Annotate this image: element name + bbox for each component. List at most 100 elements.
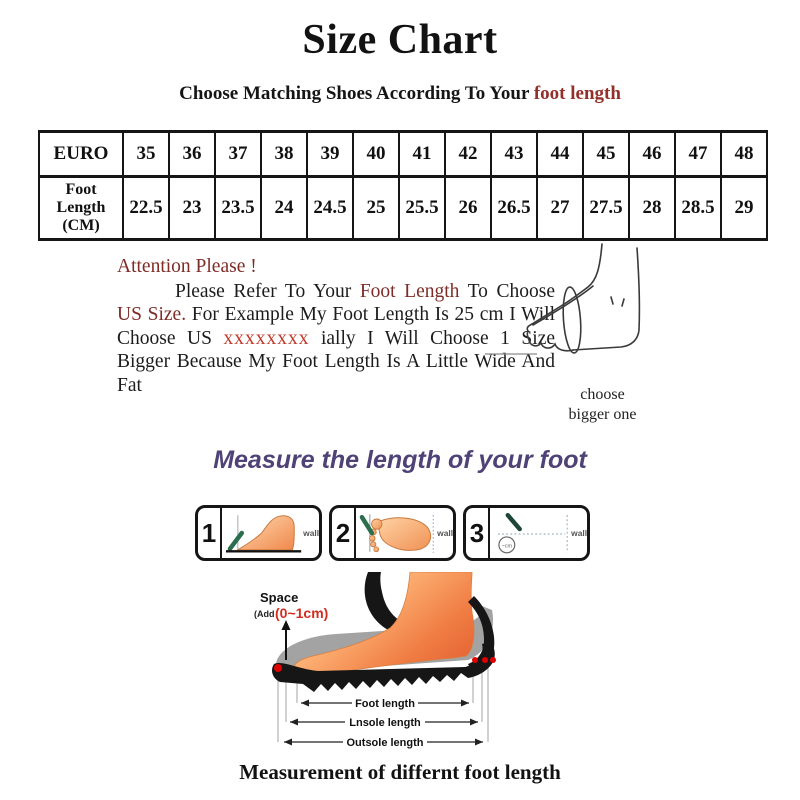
foot-length-cell: 28.5 [674, 176, 722, 241]
attention-heading: Attention Please ! [117, 256, 257, 277]
step-panel-3: 3 ~cm wall [463, 505, 590, 561]
euro-row: EURO 35 36 37 38 39 40 41 42 43 44 45 46… [38, 130, 768, 178]
step-number: 3 [466, 508, 490, 558]
foot-length-cell: 26.5 [490, 176, 538, 241]
cm-circle-label: ~cm [502, 543, 513, 549]
foot-length-arrow-label: Foot length [355, 698, 415, 710]
outsole-shape [272, 642, 495, 692]
euro-size-cell: 38 [260, 130, 308, 178]
euro-size-cell: 36 [168, 130, 216, 178]
sketch-caption-line: bigger one [568, 405, 637, 423]
step-3-canvas: ~cm wall [490, 508, 587, 558]
measure-dots [274, 657, 496, 672]
sketch-caption: choose bigger one [530, 385, 675, 424]
outsole-length-arrow-label: Outsole length [347, 737, 424, 749]
attention-seg: ially I Will Choose 1 Size Bigger Becaus… [117, 327, 555, 396]
step-panel-1: 1 wall [195, 505, 322, 561]
foot-side-shape [236, 515, 295, 551]
toe-shape [373, 546, 380, 553]
sketch-caption-line: choose [580, 386, 625, 403]
euro-size-cell: 44 [536, 130, 584, 178]
shoe-back-left-shape [364, 572, 414, 637]
add-value-label: (0~1cm) [275, 605, 328, 621]
toe-shape [369, 535, 376, 542]
euro-size-cell: 41 [398, 130, 446, 178]
step-1-illustration: wall [225, 515, 319, 553]
foot-length-row-header: Foot Length (CM) [38, 176, 124, 241]
label-plate [343, 735, 427, 749]
size-table: EURO 35 36 37 38 39 40 41 42 43 44 45 46… [38, 130, 768, 241]
arrowheads [284, 699, 483, 746]
euro-size-cell: 35 [122, 130, 170, 178]
euro-size-cell: 48 [720, 130, 768, 178]
wall-label: wall [436, 528, 453, 538]
attention-seg: To Choose [459, 280, 556, 302]
foot-measure-sketch-illustration [485, 243, 641, 355]
foot-length-cell: 23.5 [214, 176, 262, 241]
step-number: 2 [332, 508, 356, 558]
subtitle-highlight: foot length [533, 83, 621, 104]
euro-size-cell: 47 [674, 130, 722, 178]
label-plate [345, 715, 425, 729]
euro-size-cell: 42 [444, 130, 492, 178]
foot-length-row: Foot Length (CM) 22.5 23 23.5 24 24.5 25… [38, 176, 768, 241]
foot-length-cell: 22.5 [122, 176, 170, 241]
euro-size-cell: 39 [306, 130, 354, 178]
page-title: Size Chart [302, 17, 498, 63]
bottom-caption: Measurement of differnt foot length [239, 760, 561, 784]
foot-length-header-line: (CM) [62, 217, 100, 234]
cm-circle-icon [498, 536, 516, 554]
attention-seg-foot-length: Foot Length [359, 280, 460, 302]
foot-length-cell: 26 [444, 176, 492, 241]
wall-label: wall [302, 528, 319, 538]
foot-length-cell: 25.5 [398, 176, 446, 241]
foot-length-cell: 25 [352, 176, 400, 241]
foot-length-cell: 27 [536, 176, 584, 241]
attention-seg-us-size: US Size. [117, 304, 187, 325]
euro-size-cell: 40 [352, 130, 400, 178]
subtitle-prefix: Choose Matching Shoes According To Your [179, 83, 534, 104]
step-panel-2: 2 wall [329, 505, 456, 561]
attention-paragraph: Please Refer To Your Foot Length To Choo… [117, 280, 555, 398]
measuring-steps: 1 wall 2 [195, 505, 590, 561]
euro-size-cell: 37 [214, 130, 262, 178]
foot-length-cell: 24.5 [306, 176, 354, 241]
pen-icon [505, 512, 522, 532]
footprint-shape [378, 517, 432, 551]
subtitle: Choose Matching Shoes According To Your … [0, 83, 800, 105]
foot-length-cell: 24 [260, 176, 308, 241]
big-toe-shape [371, 518, 383, 530]
euro-size-cell: 43 [490, 130, 538, 178]
up-arrow-icon [281, 620, 291, 660]
step-3-illustration: ~cm wall [497, 512, 587, 554]
step-1-canvas: wall [222, 508, 319, 558]
pen-icon [227, 530, 245, 552]
label-plate [352, 696, 418, 710]
step-2-canvas: wall [356, 508, 453, 558]
attention-seg-redacted: xxxxxxxx [223, 327, 310, 349]
pen-icon [359, 514, 375, 536]
measure-heading: Measure the length of your foot [213, 446, 587, 474]
size-table-container: EURO 35 36 37 38 39 40 41 42 43 44 45 46… [38, 130, 768, 241]
euro-size-cell: 46 [628, 130, 676, 178]
toe-shape [370, 541, 377, 548]
step-number: 1 [198, 508, 222, 558]
foot-length-diagram: Space (Add (0~1cm) Foot length Lnsole le… [254, 572, 496, 749]
attention-seg: For Example My Foot Length Is 25 cm I Wi… [117, 304, 555, 349]
insole-length-arrow-label: Lnsole length [349, 717, 421, 729]
attention-block: Attention Please ! Please Refer To Your … [117, 255, 555, 397]
euro-size-cell: 45 [582, 130, 630, 178]
guide-lines [277, 664, 489, 742]
add-prefix-label: (Add [254, 609, 275, 619]
foot-length-cell: 28 [628, 176, 676, 241]
foot-length-cell: 27.5 [582, 176, 630, 241]
foot-length-cell: 29 [720, 176, 768, 241]
foot-length-cell: 23 [168, 176, 216, 241]
euro-row-header: EURO [38, 130, 124, 178]
foot-length-header-line: Foot [65, 181, 97, 198]
foot-length-header-line: Length [56, 199, 106, 216]
step-2-illustration: wall [359, 514, 453, 553]
wall-label: wall [570, 528, 587, 538]
attention-seg: Please Refer To Your [175, 280, 360, 302]
